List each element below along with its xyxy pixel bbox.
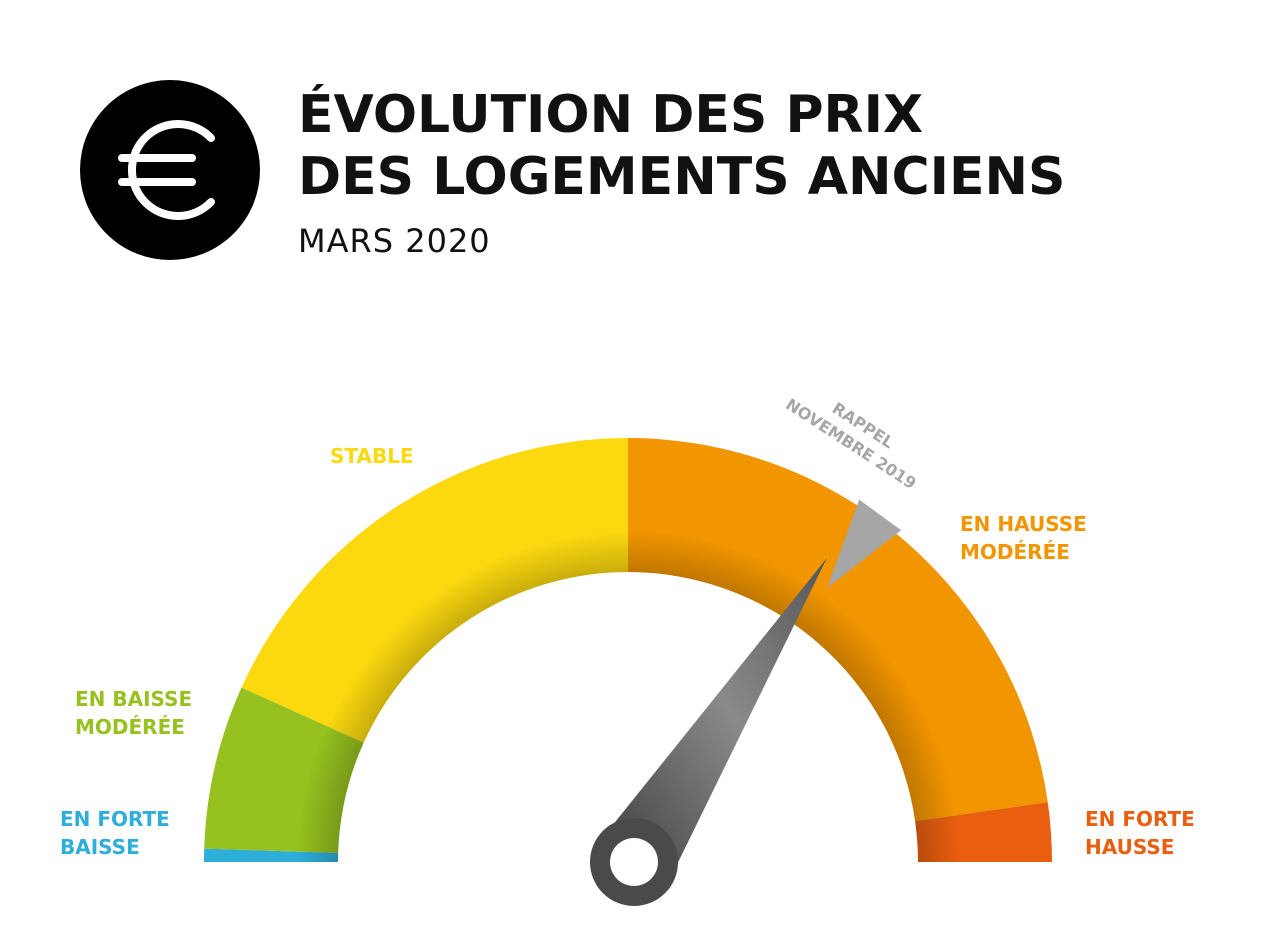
title-line-1: ÉVOLUTION DES PRIX [298,85,924,145]
label-en-hausse-moderee: EN HAUSSE MODÉRÉE [960,512,1087,564]
label-line: EN FORTE [60,807,170,831]
page-subtitle: MARS 2020 [298,222,491,260]
page-title: ÉVOLUTION DES PRIX DES LOGEMENTS ANCIENS [298,84,1066,208]
gauge-needle [590,558,827,906]
label-line: BAISSE [60,835,140,859]
label-line: EN HAUSSE [960,512,1087,536]
title-line-2: DES LOGEMENTS ANCIENS [298,147,1066,207]
euro-logo [80,80,260,260]
label-line: EN BAISSE [75,687,192,711]
label-en-forte-baisse: EN FORTE BAISSE [60,807,170,859]
label-line: EN FORTE [1085,807,1195,831]
label-en-baisse-moderee: EN BAISSE MODÉRÉE [75,687,192,739]
needle-hub-hole [610,838,658,886]
euro-icon [80,80,260,260]
label-line: MODÉRÉE [960,540,1070,564]
label-line: MODÉRÉE [75,715,185,739]
reference-label: RAPPELNOVEMBRE 2019 [782,376,931,493]
needle-pointer [600,558,827,884]
reference-triangle [827,499,902,588]
gauge-segments [204,438,1052,862]
label-line: HAUSSE [1085,835,1174,859]
label-line: STABLE [330,444,414,468]
gauge-labels: EN FORTE BAISSE EN BAISSE MODÉRÉE STABLE EN H… [60,444,1195,859]
label-en-forte-hausse: EN FORTE HAUSSE [1085,807,1195,859]
label-stable: STABLE [330,444,414,468]
